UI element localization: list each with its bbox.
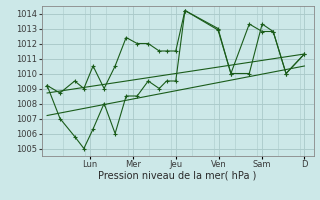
X-axis label: Pression niveau de la mer( hPa ): Pression niveau de la mer( hPa ) (99, 171, 257, 181)
